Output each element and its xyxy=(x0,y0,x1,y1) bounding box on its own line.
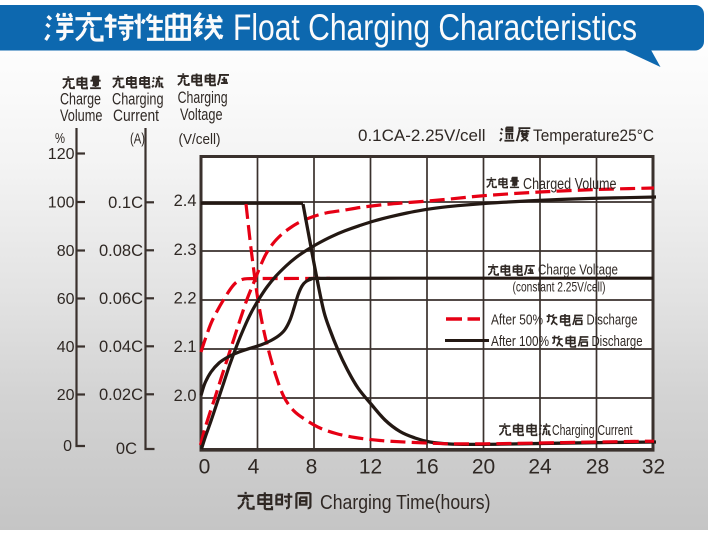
svg-text:Volume: Volume xyxy=(60,106,103,125)
svg-text:%: % xyxy=(55,130,65,147)
svg-text:2.0: 2.0 xyxy=(174,387,197,405)
svg-text:0.1CA-2.25V/cell: 0.1CA-2.25V/cell xyxy=(358,126,486,145)
svg-text:2.4: 2.4 xyxy=(174,192,197,210)
svg-text:Discharge: Discharge xyxy=(587,312,638,329)
svg-text:Charging: Charging xyxy=(112,90,164,109)
svg-text:0.04C: 0.04C xyxy=(99,338,143,356)
svg-text:16: 16 xyxy=(415,456,438,479)
svg-text:Charging Time(hours): Charging Time(hours) xyxy=(320,491,491,514)
svg-text:0: 0 xyxy=(199,456,211,479)
svg-text:100: 100 xyxy=(48,195,75,212)
svg-text:Voltage: Voltage xyxy=(180,105,223,124)
svg-text:24: 24 xyxy=(528,456,552,479)
svg-text:60: 60 xyxy=(57,291,75,308)
svg-text:After 100%: After 100% xyxy=(491,333,549,350)
svg-text:Temperature25°C: Temperature25°C xyxy=(533,126,654,145)
svg-text:Discharge: Discharge xyxy=(592,333,643,350)
svg-text:80: 80 xyxy=(57,243,75,260)
svg-text:40: 40 xyxy=(57,339,75,356)
svg-text:32: 32 xyxy=(642,456,665,479)
svg-text:0.08C: 0.08C xyxy=(99,242,143,260)
svg-text:Current: Current xyxy=(113,106,159,125)
svg-text:28: 28 xyxy=(586,456,609,479)
svg-text:Float Charging Characteristics: Float Charging Characteristics xyxy=(233,7,637,48)
svg-text:(V/cell): (V/cell) xyxy=(179,131,221,148)
svg-text:20: 20 xyxy=(472,456,495,479)
svg-text:Charging: Charging xyxy=(178,88,228,107)
svg-text:2.2: 2.2 xyxy=(174,290,197,308)
svg-text:2.1: 2.1 xyxy=(174,338,197,356)
svg-text:Charging Current: Charging Current xyxy=(552,422,633,439)
svg-text:(constant 2.25V/cell): (constant 2.25V/cell) xyxy=(513,279,606,295)
svg-text:0.02C: 0.02C xyxy=(99,386,143,404)
svg-text:120: 120 xyxy=(48,146,75,163)
svg-text:12: 12 xyxy=(359,456,382,479)
svg-text:Charge: Charge xyxy=(60,90,101,109)
svg-text:8: 8 xyxy=(306,456,318,479)
svg-text:After 50%: After 50% xyxy=(491,312,543,329)
svg-text:2.3: 2.3 xyxy=(174,241,197,259)
svg-text:(A): (A) xyxy=(130,131,145,148)
svg-text:0C: 0C xyxy=(116,440,137,458)
svg-text:Charge Voltage: Charge Voltage xyxy=(538,262,618,279)
svg-text:0: 0 xyxy=(63,438,72,455)
svg-text:0.06C: 0.06C xyxy=(99,290,143,308)
svg-text:4: 4 xyxy=(248,456,260,479)
svg-text:20: 20 xyxy=(57,387,75,404)
svg-text:Charged Volume: Charged Volume xyxy=(523,176,617,193)
svg-text:0.1C: 0.1C xyxy=(108,194,143,212)
